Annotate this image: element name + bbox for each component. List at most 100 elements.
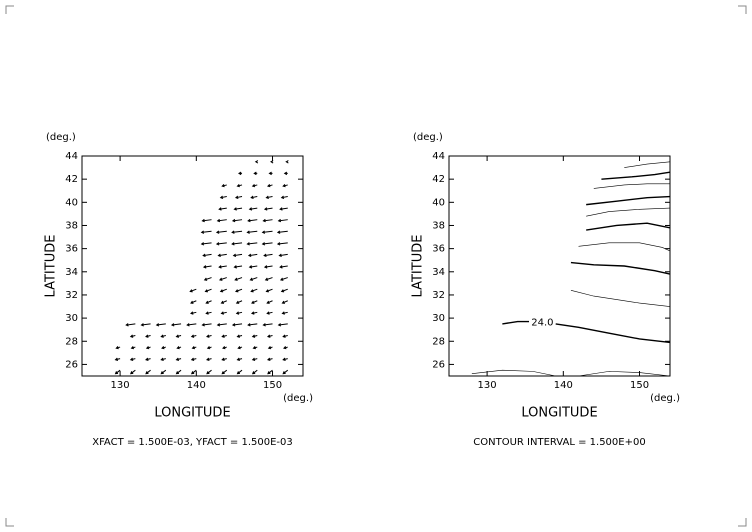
vector-arrow <box>204 288 212 293</box>
contour-line <box>578 371 670 376</box>
vector-arrow <box>251 183 258 188</box>
plot-area <box>114 160 289 375</box>
vector-arrow <box>115 346 121 350</box>
vector-arrow <box>276 230 288 234</box>
vector-arrow <box>281 311 288 315</box>
contour-label: 24.0 <box>531 318 553 329</box>
vector-arrow <box>261 230 273 234</box>
vector-arrow <box>237 346 243 350</box>
vector-arrow <box>231 323 243 327</box>
vector-arrow <box>250 195 258 200</box>
vector-arrow <box>232 253 243 258</box>
contour-line <box>570 261 670 275</box>
plot-frame <box>81 155 304 377</box>
x-tick-label: 140 <box>187 380 206 391</box>
vector-arrow <box>129 357 136 361</box>
vector-arrow <box>155 323 166 327</box>
vector-arrow <box>140 323 151 327</box>
vector-arrow <box>235 288 243 293</box>
vector-arrow <box>114 369 121 375</box>
y-tick-label: 42 <box>432 174 445 185</box>
vector-arrow <box>221 334 227 338</box>
vector-arrow <box>200 230 212 234</box>
vector-arrow <box>206 334 212 338</box>
vector-arrow <box>218 207 227 211</box>
vector-arrow <box>251 300 258 304</box>
y-tick-label: 30 <box>432 313 445 324</box>
vector-arrow <box>267 346 273 350</box>
x-tick-label: 130 <box>111 380 130 391</box>
vector-arrow <box>175 334 182 338</box>
y-tick-label: 40 <box>65 197 78 208</box>
vector-arrow <box>283 171 288 176</box>
vector-arrow <box>261 242 273 246</box>
vector-arrow <box>220 311 227 315</box>
vector-arrow <box>205 311 212 315</box>
vector-arrow <box>190 369 197 375</box>
contour-line <box>578 242 670 252</box>
vector-arrow <box>200 242 212 246</box>
vector-arrow <box>215 230 227 234</box>
plot-area <box>471 161 670 376</box>
vector-arrow <box>262 323 273 327</box>
vector-arrow <box>190 334 197 338</box>
corner-mark <box>738 5 747 14</box>
vector-arrow <box>283 346 288 350</box>
panel: 130 140 150 26 28 30 32 34 36 38 40 42 44 LONGITUDE (d… <box>411 132 681 448</box>
vector-arrow <box>279 207 288 211</box>
vector-arrow <box>280 195 288 200</box>
vector-arrow <box>219 195 227 200</box>
vector-arrow <box>251 334 258 338</box>
y-tick-label: 38 <box>65 220 78 231</box>
vector-arrow <box>218 265 227 269</box>
y-tick-label: 42 <box>65 174 78 185</box>
vector-arrow <box>221 369 228 375</box>
y-tick-label: 26 <box>65 359 78 370</box>
vector-arrow <box>253 171 258 176</box>
x-tick-label: 150 <box>630 380 649 391</box>
y-tick-label: 34 <box>432 267 445 278</box>
contour-line <box>601 171 670 180</box>
vector-arrow <box>202 253 212 258</box>
vector-arrow <box>236 357 243 361</box>
vector-arrow <box>186 323 197 327</box>
vector-arrow <box>206 357 212 361</box>
vector-arrow <box>206 346 212 350</box>
vector-arrow <box>222 346 227 350</box>
vector-arrow <box>247 323 258 327</box>
contour-line <box>586 195 670 206</box>
vector-arrow <box>221 183 227 188</box>
y-axis-title: LATITUDE <box>411 235 426 298</box>
y-tick-label: 38 <box>432 220 445 231</box>
vector-arrow <box>267 369 273 375</box>
vector-arrow <box>234 195 243 200</box>
corner-mark <box>5 518 14 527</box>
vector-arrow <box>189 288 197 293</box>
vector-arrow <box>278 253 288 258</box>
vector-arrow <box>234 277 243 281</box>
y-tick-label: 44 <box>432 151 445 162</box>
contour-line <box>502 320 670 344</box>
vector-arrow <box>279 277 288 281</box>
vector-arrow <box>145 334 151 338</box>
y-tick-label: 32 <box>432 290 445 301</box>
footnote: CONTOUR INTERVAL = 1.500E+00 <box>473 437 645 448</box>
vector-arrow <box>145 346 151 350</box>
vector-arrow <box>268 171 273 176</box>
vector-arrow <box>270 160 274 164</box>
contour-line <box>570 290 670 307</box>
x-tick-label: 140 <box>554 380 573 391</box>
vector-arrow <box>246 230 258 234</box>
corner-mark <box>5 5 14 14</box>
corner-mark <box>738 518 747 527</box>
vector-arrow <box>145 357 151 361</box>
vector-arrow <box>277 218 288 223</box>
vector-arrow <box>231 230 243 234</box>
y-unit: (deg.) <box>413 132 443 143</box>
vector-arrow <box>175 357 182 361</box>
vector-arrow <box>266 311 273 315</box>
vector-arrow <box>215 242 227 246</box>
vector-arrow <box>175 369 182 375</box>
vector-arrow <box>205 300 212 304</box>
